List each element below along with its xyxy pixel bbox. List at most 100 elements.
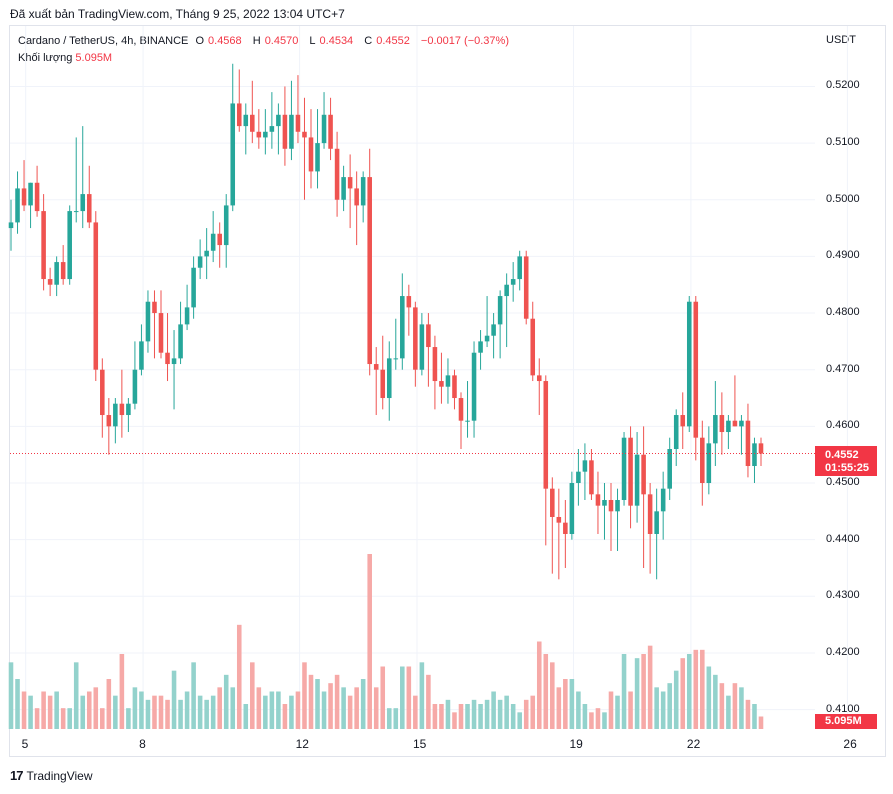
candle-body (628, 437, 633, 506)
volume-bar (615, 695, 620, 729)
candle-body (67, 211, 72, 280)
volume-bar (465, 704, 470, 729)
candle-body (334, 148, 340, 200)
volume-bar (204, 699, 209, 729)
bar-countdown: 01:55:25 (825, 461, 870, 474)
candle-body (432, 347, 438, 382)
volume-bar (41, 691, 46, 729)
volume-bar (152, 695, 157, 729)
tradingview-brand[interactable]: 17 TradingView (10, 768, 93, 783)
price-tick-label: 0.5100 (826, 136, 860, 149)
candle-body (660, 488, 666, 512)
candle-body (126, 403, 131, 416)
price-tick-label: 0.5000 (826, 192, 860, 205)
volume-bar (263, 695, 268, 729)
volume-bar (517, 712, 522, 729)
volume-bar (595, 708, 601, 729)
volume-bar (536, 641, 542, 729)
candle-body (132, 369, 138, 404)
volume-bar (745, 699, 751, 729)
volume-value: 5.095M (75, 52, 113, 64)
volume-bar (563, 679, 568, 729)
volume-bar (217, 687, 222, 729)
candle-body (8, 222, 14, 229)
volume-bar (380, 666, 386, 729)
volume-bar (269, 691, 275, 729)
volume-bar (28, 695, 33, 729)
volume-bar (243, 704, 249, 729)
candle-body (282, 114, 288, 149)
candle-body (752, 443, 757, 467)
symbol-title[interactable]: Cardano / TetherUS, 4h, BINANCE (18, 35, 189, 47)
volume-bar (158, 695, 164, 729)
candle-body (308, 137, 314, 172)
volume-bar (197, 695, 203, 729)
candle-body (73, 211, 79, 213)
volume-bar (491, 691, 496, 729)
volume-bar (504, 695, 509, 729)
volume-bar (341, 687, 346, 729)
volume-bar (752, 704, 757, 729)
candle-body (719, 415, 725, 433)
volume-bar (386, 708, 392, 729)
volume-bar (400, 666, 405, 729)
volume-bar (210, 695, 216, 729)
candle-body (543, 381, 549, 489)
volume-bar (543, 654, 549, 729)
volume-bar (119, 654, 125, 729)
candle-body (478, 341, 483, 353)
candle-body (197, 256, 203, 268)
time-tick-label: 15 (412, 737, 427, 751)
volume-bar (145, 699, 151, 729)
volume-bar (641, 654, 646, 729)
candle-body (152, 301, 157, 314)
candle-body (413, 307, 418, 370)
candle-body (354, 188, 359, 206)
candle-body (406, 296, 412, 308)
candle-body (171, 358, 177, 365)
volume-bar (647, 645, 653, 729)
volume-bar (315, 679, 320, 729)
candle-body (269, 126, 275, 132)
volume-bar (608, 691, 614, 729)
volume-bar (360, 679, 366, 729)
candle-body (41, 211, 46, 280)
currency-label: USDT (826, 34, 856, 46)
volume-label[interactable]: Khối lượng (18, 52, 73, 64)
volume-bar (100, 708, 105, 729)
candle-body (758, 443, 764, 454)
volume-bar (660, 691, 666, 729)
candle-body (602, 500, 607, 506)
candle-body (328, 114, 333, 149)
volume-bar (139, 691, 144, 729)
candle-body (680, 415, 686, 427)
volume-bar (295, 691, 301, 729)
volume-bar (165, 699, 170, 729)
volume-bar (478, 704, 483, 729)
volume-bar (321, 691, 327, 729)
volume-bar (680, 658, 686, 729)
volume-bar (634, 658, 640, 729)
candle-body (223, 205, 229, 246)
volume-bar (8, 662, 14, 729)
volume-bar (726, 695, 731, 729)
candle-body (621, 437, 627, 500)
candle-body (184, 307, 190, 325)
volume-bar (758, 716, 764, 729)
volume-bar (419, 662, 425, 729)
volume-bar (628, 691, 633, 729)
candle-body (28, 182, 33, 206)
candle-body (295, 114, 301, 132)
volume-bar (276, 691, 281, 729)
volume-bar (426, 674, 431, 729)
volume-bar (334, 674, 340, 729)
volume-bar (354, 687, 359, 729)
candle-body (263, 131, 268, 138)
volume-bar (432, 704, 438, 729)
price-tick-label: 0.4700 (826, 362, 860, 375)
candle-body (393, 358, 399, 360)
candle-body (673, 415, 679, 450)
volume-bar (654, 687, 659, 729)
candle-body (93, 222, 99, 370)
